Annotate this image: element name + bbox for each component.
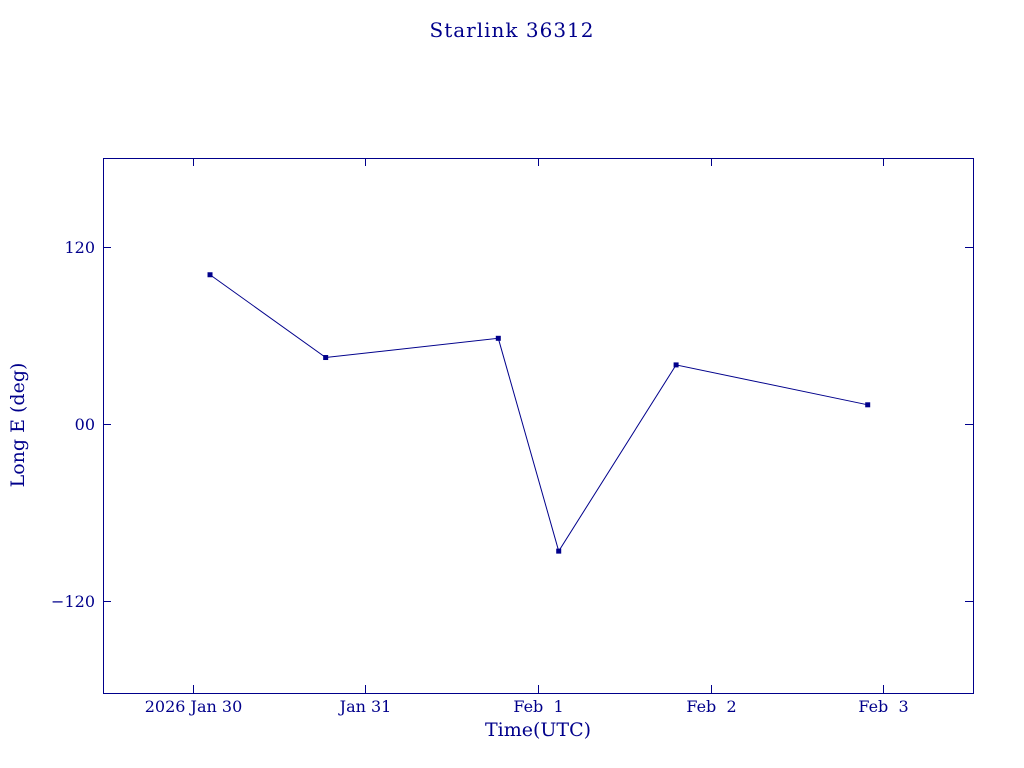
data-point-marker (865, 402, 871, 408)
x-tick-label: Jan 31 (339, 697, 392, 716)
y-tick-label: 120 (64, 237, 95, 257)
x-tick-label: Feb 1 (513, 697, 564, 716)
y-tick-label: −120 (51, 591, 95, 611)
data-point-marker (556, 548, 562, 554)
data-point-marker (673, 362, 679, 368)
x-axis-label: Time(UTC) (484, 719, 592, 741)
plot-border (103, 158, 974, 694)
y-tick-label: 00 (74, 414, 95, 434)
data-point-marker (207, 272, 213, 278)
data-line (209, 274, 868, 553)
x-tick-label: Feb 2 (686, 697, 737, 716)
data-point-marker (323, 355, 329, 361)
x-tick-label: Feb 3 (858, 697, 909, 716)
chart-title: Starlink 36312 (429, 18, 595, 42)
data-point-marker (495, 335, 501, 341)
x-tick-label: 2026 Jan 30 (144, 697, 243, 716)
